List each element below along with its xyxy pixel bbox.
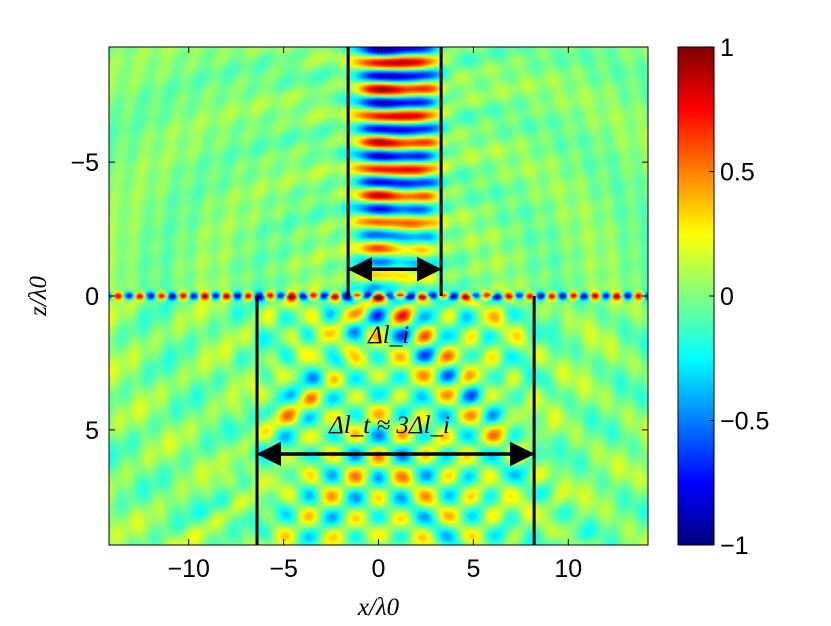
- x-tick-label: −5: [269, 555, 298, 583]
- colorbar-tick-label: 0: [720, 283, 734, 311]
- colorbar-tick-label: 1: [720, 34, 734, 62]
- colorbar-tick-label: −1: [720, 532, 749, 560]
- y-tick-label: 5: [85, 417, 99, 445]
- incident-width-label: Δl_i: [367, 322, 409, 349]
- x-tick-label: 5: [466, 555, 480, 583]
- colorbar-tick-label: −0.5: [720, 408, 769, 436]
- colorbar-bar: [677, 46, 715, 546]
- axes: −10 −5 0 5 10 −5 0 5 x/λ0 z/λ0: [25, 46, 649, 621]
- beam-annotations: Δl_i Δl_t ≈ 3Δl_i: [255, 47, 536, 545]
- y-tick-label: 0: [85, 283, 99, 311]
- colorbar: 1 0.5 0 −0.5 −1: [677, 34, 769, 560]
- heatmap-image: [109, 47, 648, 545]
- y-axis-label: z/λ0: [25, 276, 52, 318]
- x-axis-label: x/λ0: [357, 594, 400, 621]
- y-tick-label: −5: [70, 149, 99, 177]
- x-tick-label: −10: [168, 555, 210, 583]
- colorbar-tick-label: 0.5: [720, 159, 755, 187]
- x-tick-label: 0: [372, 555, 386, 583]
- x-tick-label: 10: [554, 555, 582, 583]
- field-heatmap: [109, 47, 648, 545]
- transmitted-width-label: Δl_t ≈ 3Δl_i: [328, 412, 450, 439]
